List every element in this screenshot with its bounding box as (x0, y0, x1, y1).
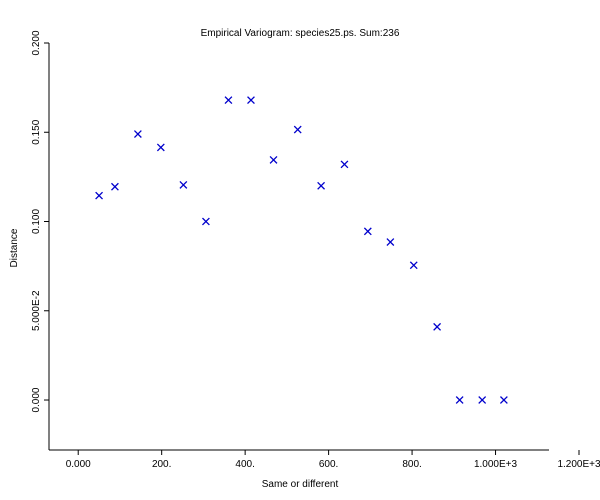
data-point (386, 238, 395, 246)
data-points (95, 96, 508, 404)
data-point (317, 181, 326, 190)
data-point (340, 160, 349, 169)
x-axis-label: Same or different (262, 479, 339, 490)
data-point (478, 396, 487, 404)
data-point (455, 396, 464, 404)
data-point (224, 96, 233, 105)
data-point (95, 191, 103, 200)
data-point (179, 180, 188, 189)
data-point (156, 143, 165, 152)
data-point (293, 125, 302, 134)
x-axis-ticks: 0.000 200. 400. 600. 800. 1.000E+3 1.200E+3 (66, 450, 600, 470)
data-point (247, 96, 255, 105)
data-point (269, 156, 278, 164)
x-tick-label: 200. (152, 459, 171, 470)
data-point (433, 322, 442, 331)
y-axis-ticks: 0.000 5.000E-2 0.100 0.150 0.200 (31, 30, 49, 413)
y-tick-label: 5.000E-2 (31, 290, 42, 331)
x-tick-label: 1.000E+3 (474, 459, 518, 470)
x-tick-label: 800. (402, 459, 421, 470)
data-point (133, 130, 142, 138)
y-tick-label: 0.000 (31, 387, 42, 412)
x-tick-label: 600. (319, 459, 338, 470)
x-tick-label: 0.000 (66, 459, 91, 470)
y-axis-label: Distance (9, 228, 20, 267)
y-tick-label: 0.200 (31, 30, 42, 55)
x-tick-label: 400. (235, 459, 254, 470)
data-point (499, 396, 508, 404)
data-point (201, 217, 210, 226)
data-point (409, 261, 418, 270)
data-point (363, 227, 372, 236)
chart-title: Empirical Variogram: species25.ps. Sum:2… (201, 28, 400, 39)
y-tick-label: 0.150 (31, 119, 42, 144)
x-tick-label: 1.200E+3 (557, 459, 600, 470)
y-tick-label: 0.100 (31, 209, 42, 234)
data-point (111, 182, 119, 191)
